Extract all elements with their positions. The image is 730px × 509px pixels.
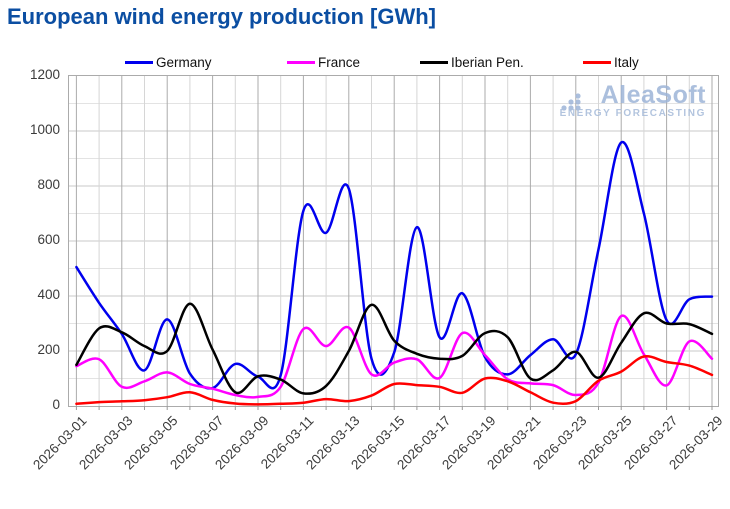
y-tick-label-400: 400 bbox=[37, 287, 60, 302]
legend-label-iberian-pen-: Iberian Pen. bbox=[451, 54, 524, 70]
legend-swatch-germany bbox=[125, 60, 153, 64]
x-tick-label-2026-03-29: 2026-03-29 bbox=[666, 413, 726, 473]
chart-title: European wind energy production [GWh] bbox=[7, 4, 436, 29]
legend-item-germany: Germany bbox=[125, 53, 212, 71]
legend-label-germany: Germany bbox=[156, 54, 212, 70]
data-series bbox=[75, 141, 714, 406]
y-tick-label-0: 0 bbox=[52, 397, 60, 412]
legend-item-iberian-pen-: Iberian Pen. bbox=[420, 53, 524, 71]
y-tick-label-200: 200 bbox=[37, 342, 60, 357]
y-tick-label-800: 800 bbox=[37, 177, 60, 192]
y-tick-label-600: 600 bbox=[37, 232, 60, 247]
series-line-france bbox=[75, 314, 714, 399]
series-line-iberian-pen- bbox=[75, 302, 714, 395]
y-tick-label-1000: 1000 bbox=[29, 122, 60, 137]
plot-area: AleaSoft ENERGY FORECASTING bbox=[68, 75, 719, 410]
legend-label-italy: Italy bbox=[614, 54, 639, 70]
legend-swatch-france bbox=[287, 60, 315, 64]
series-line-germany bbox=[75, 141, 714, 390]
legend-swatch-italy bbox=[583, 60, 611, 64]
y-tick-label-1200: 1200 bbox=[29, 67, 60, 82]
series-line-italy bbox=[75, 354, 714, 406]
legend-label-france: France bbox=[318, 54, 361, 70]
legend-item-france: France bbox=[287, 53, 360, 71]
legend-item-italy: Italy bbox=[583, 53, 639, 71]
legend-swatch-iberian-pen- bbox=[420, 60, 448, 64]
grid bbox=[69, 76, 718, 410]
chart-legend: Germany France Iberian Pen. Italy bbox=[0, 53, 730, 71]
